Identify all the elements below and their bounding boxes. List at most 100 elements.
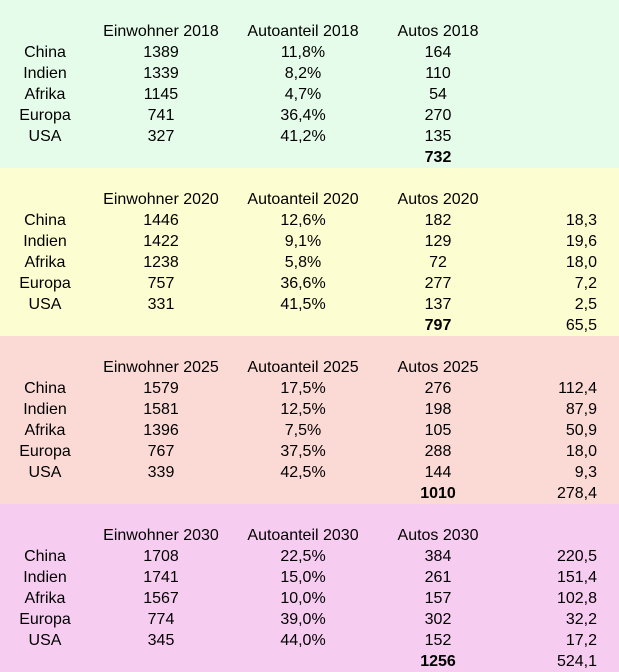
zuwachs-cell[interactable]: 50,9 [565, 422, 597, 439]
column-header-autoanteil[interactable]: Autoanteil 2020 [247, 191, 359, 208]
zuwachs-total-cell[interactable]: 65,5 [565, 317, 597, 334]
column-header-einwohner[interactable]: Einwohner 2020 [103, 191, 219, 208]
autos-cell[interactable]: 105 [424, 422, 452, 439]
zuwachs-cell[interactable]: 151,4 [556, 569, 597, 586]
country-label-cell[interactable]: Europa [19, 611, 71, 628]
einwohner-cell[interactable]: 1396 [143, 422, 179, 439]
zuwachs-cell[interactable]: 2,5 [574, 296, 597, 313]
country-label-cell[interactable]: USA [28, 632, 62, 649]
zuwachs-cell[interactable]: 18,0 [565, 254, 597, 271]
column-header-autos[interactable]: Autos 2025 [397, 359, 479, 376]
autoanteil-cell[interactable]: 8,2% [284, 65, 322, 82]
einwohner-cell[interactable]: 1446 [143, 212, 179, 229]
autoanteil-cell[interactable]: 12,6% [280, 212, 326, 229]
zuwachs-cell[interactable]: 112,4 [558, 380, 597, 397]
column-header-autos[interactable]: Autos 2030 [397, 527, 479, 544]
country-label-cell[interactable]: China [24, 548, 66, 565]
autoanteil-cell[interactable]: 44,0% [280, 632, 326, 649]
autoanteil-cell[interactable]: 7,5% [284, 422, 322, 439]
autos-cell[interactable]: 137 [424, 296, 452, 313]
einwohner-cell[interactable]: 1567 [143, 590, 179, 607]
einwohner-cell[interactable]: 1145 [143, 86, 179, 103]
autos-cell[interactable]: 261 [424, 569, 452, 586]
einwohner-cell[interactable]: 345 [147, 632, 175, 649]
country-label-cell[interactable]: Afrika [24, 590, 66, 607]
autoanteil-cell[interactable]: 4,7% [284, 86, 322, 103]
country-label-cell[interactable]: Indien [23, 401, 67, 418]
autoanteil-cell[interactable]: 10,0% [280, 590, 326, 607]
zuwachs-cell[interactable]: 102,8 [556, 590, 597, 607]
autos-cell[interactable]: 277 [424, 275, 452, 292]
zuwachs-cell[interactable]: 220,5 [556, 548, 597, 565]
einwohner-cell[interactable]: 774 [147, 611, 175, 628]
country-label-cell[interactable]: Afrika [24, 86, 66, 103]
autos-cell[interactable]: 182 [424, 212, 452, 229]
autos-cell[interactable]: 144 [424, 464, 452, 481]
country-label-cell[interactable]: Indien [23, 65, 67, 82]
country-label-cell[interactable]: Europa [19, 443, 71, 460]
autos-cell[interactable]: 270 [424, 107, 452, 124]
autoanteil-cell[interactable]: 36,4% [280, 107, 326, 124]
einwohner-cell[interactable]: 1581 [143, 401, 179, 418]
zuwachs-cell[interactable]: 19,6 [565, 233, 597, 250]
zuwachs-cell[interactable]: 17,2 [565, 632, 597, 649]
country-label-cell[interactable]: China [24, 380, 66, 397]
autoanteil-cell[interactable]: 42,5% [280, 464, 326, 481]
country-label-cell[interactable]: USA [28, 464, 62, 481]
einwohner-cell[interactable]: 339 [147, 464, 175, 481]
autos-cell[interactable]: 152 [424, 632, 452, 649]
column-header-einwohner[interactable]: Einwohner 2025 [103, 359, 219, 376]
autos-total-cell[interactable]: 1010 [420, 485, 456, 502]
einwohner-cell[interactable]: 757 [147, 275, 175, 292]
zuwachs-cell[interactable]: 18,0 [565, 443, 597, 460]
zuwachs-cell[interactable]: 7,2 [574, 275, 597, 292]
zuwachs-cell[interactable]: 18,3 [565, 212, 597, 229]
autos-cell[interactable]: 129 [424, 233, 452, 250]
einwohner-cell[interactable]: 1422 [143, 233, 179, 250]
einwohner-cell[interactable]: 1579 [143, 380, 179, 397]
country-label-cell[interactable]: Europa [19, 107, 71, 124]
autos-cell[interactable]: 135 [424, 128, 452, 145]
autos-cell[interactable]: 276 [424, 380, 452, 397]
country-label-cell[interactable]: China [24, 44, 66, 61]
autoanteil-cell[interactable]: 37,5% [280, 443, 326, 460]
autoanteil-cell[interactable]: 15,0% [280, 569, 326, 586]
column-header-einwohner[interactable]: Einwohner 2030 [103, 527, 219, 544]
einwohner-cell[interactable]: 741 [147, 107, 175, 124]
autos-cell[interactable]: 288 [424, 443, 452, 460]
autos-cell[interactable]: 302 [424, 611, 452, 628]
country-label-cell[interactable]: Afrika [24, 422, 66, 439]
country-label-cell[interactable]: Indien [23, 233, 67, 250]
autos-cell[interactable]: 157 [424, 590, 452, 607]
country-label-cell[interactable]: Europa [19, 275, 71, 292]
autos-cell[interactable]: 384 [424, 548, 452, 565]
zuwachs-cell[interactable]: 87,9 [565, 401, 597, 418]
autos-cell[interactable]: 198 [424, 401, 452, 418]
autoanteil-cell[interactable]: 36,6% [280, 275, 326, 292]
zuwachs-cell[interactable]: 32,2 [565, 611, 597, 628]
column-header-autoanteil[interactable]: Autoanteil 2025 [247, 359, 359, 376]
column-header-einwohner[interactable]: Einwohner 2018 [103, 23, 219, 40]
column-header-autoanteil[interactable]: Autoanteil 2030 [247, 527, 359, 544]
einwohner-cell[interactable]: 1238 [143, 254, 179, 271]
autos-cell[interactable]: 72 [429, 254, 447, 271]
einwohner-cell[interactable]: 767 [147, 443, 175, 460]
column-header-autoanteil[interactable]: Autoanteil 2018 [247, 23, 359, 40]
autoanteil-cell[interactable]: 39,0% [280, 611, 326, 628]
column-header-autos[interactable]: Autos 2018 [397, 23, 479, 40]
einwohner-cell[interactable]: 1339 [143, 65, 179, 82]
autos-total-cell[interactable]: 732 [424, 149, 452, 166]
autoanteil-cell[interactable]: 22,5% [280, 548, 326, 565]
zuwachs-cell[interactable]: 9,3 [574, 464, 597, 481]
autoanteil-cell[interactable]: 11,8% [280, 44, 326, 61]
autoanteil-cell[interactable]: 12,5% [280, 401, 326, 418]
autoanteil-cell[interactable]: 41,2% [280, 128, 326, 145]
country-label-cell[interactable]: USA [28, 128, 62, 145]
autos-cell[interactable]: 54 [429, 86, 447, 103]
einwohner-cell[interactable]: 1741 [143, 569, 179, 586]
autos-cell[interactable]: 110 [425, 65, 451, 82]
autoanteil-cell[interactable]: 5,8% [284, 254, 322, 271]
country-label-cell[interactable]: Indien [23, 569, 67, 586]
einwohner-cell[interactable]: 1389 [143, 44, 179, 61]
einwohner-cell[interactable]: 1708 [143, 548, 179, 565]
